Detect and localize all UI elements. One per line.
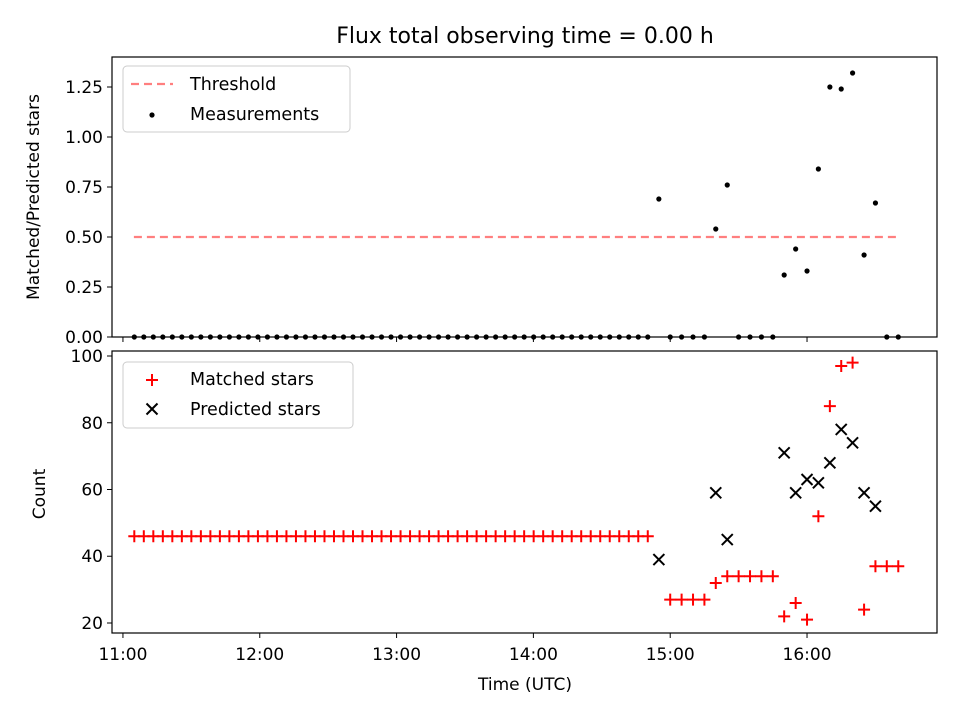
matched-star-point xyxy=(698,593,711,606)
bottom-x-ticks: 11:00 12:00 13:00 14:00 15:00 16:00 xyxy=(98,633,832,665)
predicted-star-point xyxy=(812,476,825,490)
top-y-ticks: 0.00 0.25 0.50 0.75 1.00 1.25 xyxy=(65,78,112,348)
legend-measurement-dot xyxy=(149,112,155,118)
legend-label-threshold: Threshold xyxy=(189,75,276,95)
top-y-tick-label: 1.00 xyxy=(65,128,103,148)
predicted-star-point xyxy=(846,436,859,449)
matched-star-point xyxy=(687,593,700,606)
bottom-y-tick-label: 100 xyxy=(71,347,103,367)
matched-star-point xyxy=(858,603,871,616)
matched-star-point xyxy=(823,400,836,413)
legend-matched-plus-icon xyxy=(146,374,158,386)
matched-star-point xyxy=(755,570,768,583)
predicted-star-point xyxy=(652,553,666,566)
predicted-star-point xyxy=(857,486,871,500)
legend-predicted-x-icon xyxy=(145,402,159,416)
matched-star-point xyxy=(801,613,814,626)
top-axes-frame xyxy=(111,56,938,338)
predicted-star-point xyxy=(789,486,802,500)
matched-star-point xyxy=(709,576,722,589)
bottom-legend: Matched stars Predicted stars xyxy=(122,361,354,429)
bottom-y-ticks: 20 40 60 80 100 xyxy=(71,347,112,634)
matched-star-point xyxy=(880,560,893,573)
legend-label-predicted: Predicted stars xyxy=(190,400,321,420)
bottom-y-tick-label: 60 xyxy=(81,480,103,500)
top-legend-box xyxy=(122,65,351,133)
matched-star-point xyxy=(892,560,905,573)
measurement-point xyxy=(849,70,856,76)
bottom-axes-frame xyxy=(111,350,938,634)
measurement-point xyxy=(827,84,833,90)
predicted-star-point xyxy=(709,486,722,500)
bottom-y-tick-label: 40 xyxy=(81,547,103,567)
measurement-point xyxy=(793,246,799,252)
top-y-tick-label: 0.25 xyxy=(65,278,103,298)
predicted-star-point xyxy=(800,473,814,486)
matched-star-point xyxy=(721,570,734,583)
top-y-axis-label: Matched/Predicted stars xyxy=(24,94,44,300)
measurement-point xyxy=(724,182,730,188)
x-axis-label: Time (UTC) xyxy=(477,675,572,695)
top-y-tick-label: 0.50 xyxy=(65,228,103,248)
measurement-point xyxy=(815,166,821,172)
legend-label-measurements: Measurements xyxy=(190,105,319,125)
matched-star-point xyxy=(846,356,859,369)
matched-star-point xyxy=(744,570,757,583)
matched-star-point xyxy=(732,570,745,583)
matched-star-point xyxy=(812,510,825,523)
predicted-star-point xyxy=(823,456,837,470)
matched-star-point xyxy=(641,530,654,543)
top-y-tick-label: 1.25 xyxy=(65,78,103,98)
top-legend: Threshold Measurements xyxy=(122,65,351,133)
bottom-y-tick-label: 20 xyxy=(81,614,103,634)
bottom-x-tick-label: 11:00 xyxy=(98,645,147,665)
predicted-star-point xyxy=(869,499,882,513)
top-y-tick-label: 0.75 xyxy=(65,178,103,198)
bottom-y-tick-label: 80 xyxy=(81,414,103,434)
measurement-point xyxy=(861,252,867,258)
top-y-tick-label: 0.00 xyxy=(65,328,103,348)
matched-star-point xyxy=(789,596,802,609)
bottom-x-tick-label: 13:00 xyxy=(372,645,421,665)
measurement-point xyxy=(781,272,787,278)
predicted-star-point xyxy=(777,446,791,459)
predicted-star-point xyxy=(835,423,848,436)
predicted-star-point xyxy=(721,533,734,546)
measurement-point xyxy=(713,226,719,232)
chart-title: Flux total observing time = 0.00 h xyxy=(336,24,714,49)
matched-star-point xyxy=(675,593,688,606)
measurement-point xyxy=(838,86,844,92)
matched-star-point xyxy=(869,560,882,573)
measurement-point xyxy=(656,196,662,202)
bottom-x-tick-label: 12:00 xyxy=(235,645,284,665)
bottom-y-axis-label: Count xyxy=(30,468,50,519)
bottom-x-tick-label: 15:00 xyxy=(646,645,695,665)
bottom-legend-box xyxy=(122,361,354,429)
top-plot-area xyxy=(131,70,901,340)
bottom-plot-area xyxy=(128,356,905,626)
measurement-point xyxy=(804,268,810,274)
matched-star-point xyxy=(835,360,848,373)
bottom-x-tick-label: 16:00 xyxy=(783,645,832,665)
matched-star-point xyxy=(766,570,779,583)
bottom-x-tick-label: 14:00 xyxy=(509,645,558,665)
ratio-subplot: Flux total observing time = 0.00 h Match… xyxy=(24,24,938,348)
matched-star-point xyxy=(778,610,791,623)
matched-star-point xyxy=(664,593,677,606)
measurement-point xyxy=(872,200,879,206)
legend-label-matched: Matched stars xyxy=(190,370,314,390)
